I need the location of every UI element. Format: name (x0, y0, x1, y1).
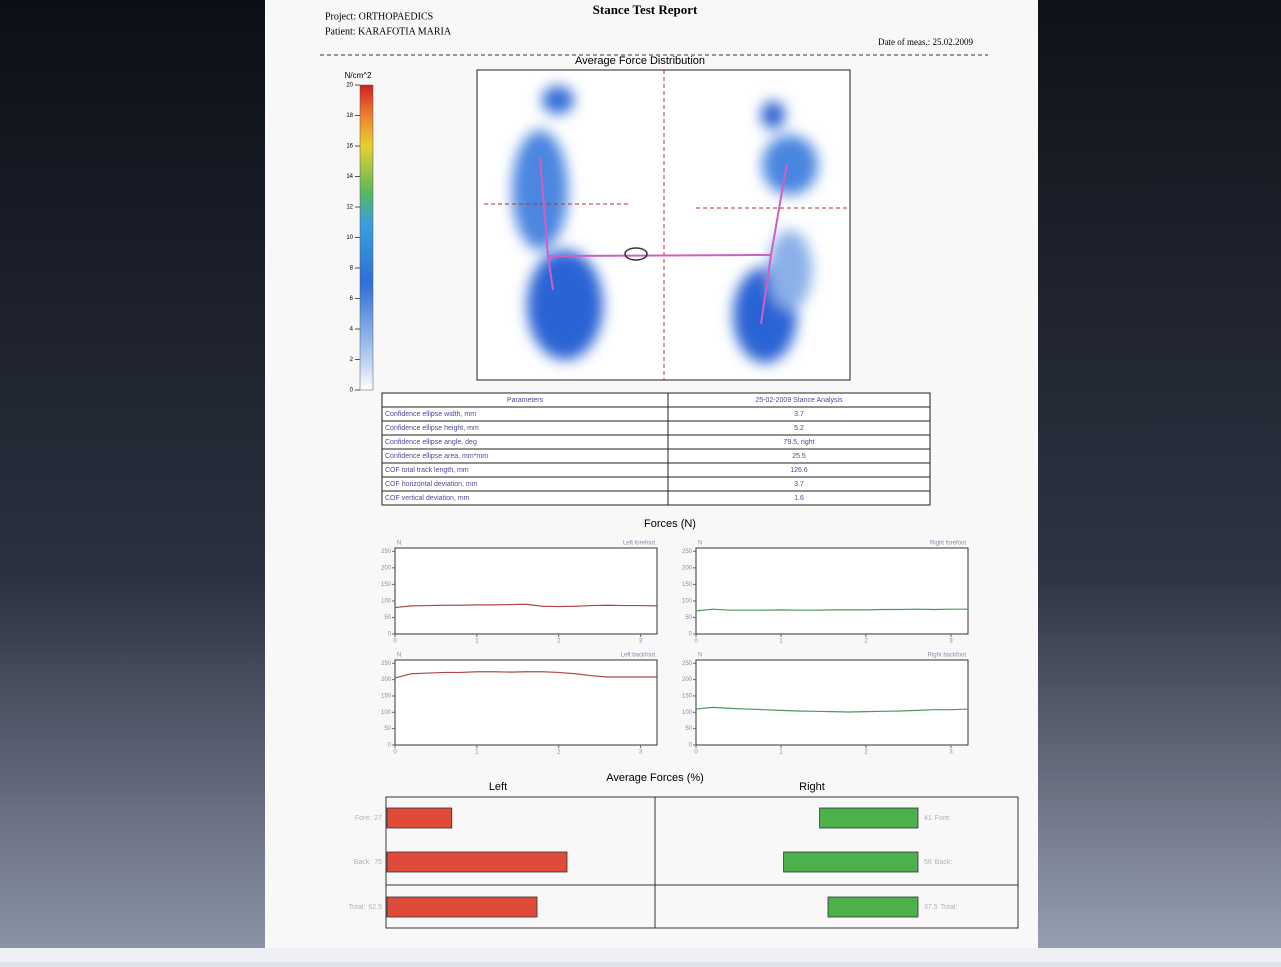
bar (387, 897, 537, 917)
table-header: 25-02-2009 Stance Analysis (755, 397, 843, 404)
y-tick-label: 50 (384, 615, 391, 621)
bar-label-part: Fore: (935, 815, 951, 822)
project: Project: ORTHOPAEDICS (325, 11, 433, 22)
y-tick-label: 50 (685, 726, 692, 732)
table-cell: 3.7 (794, 411, 804, 418)
y-tick-label: 100 (381, 599, 392, 605)
colorbar-tick-label: 16 (346, 144, 353, 150)
table-header: Parameters (507, 397, 544, 404)
y-tick-label: 50 (685, 615, 692, 621)
y-tick-label: 250 (381, 549, 392, 555)
bar-label-part: 41 (924, 815, 932, 822)
y-tick-label: 100 (682, 710, 693, 716)
chart-title: Left backfoot (621, 653, 656, 659)
colorbar-tick-label: 12 (346, 205, 353, 211)
patient: Patient: KARAFOTIA MARIA (325, 26, 452, 37)
table-cell: 79.5, right (783, 439, 814, 446)
table-cell: 1.6 (794, 495, 804, 502)
y-axis-label: N (397, 541, 401, 547)
bar-label-part: 37.5 (924, 904, 938, 911)
y-tick-label: 200 (381, 677, 392, 683)
colorbar (360, 85, 373, 390)
average-forces-title: Average Forces (%) (606, 772, 704, 784)
bar-label-part: Fore: (355, 815, 371, 822)
table-cell: Confidence ellipse height, mm (385, 425, 479, 432)
y-tick-label: 250 (682, 661, 693, 667)
y-tick-label: 50 (384, 726, 391, 732)
y-tick-label: 150 (381, 694, 392, 700)
report-title: Stance Test Report (593, 2, 698, 17)
table-cell: COF horizontal deviation, mm (385, 481, 478, 488)
y-tick-label: 200 (682, 677, 693, 683)
chart-frame (696, 548, 968, 634)
bar-label-part: Total: (349, 904, 366, 911)
bar (828, 897, 918, 917)
bar-label: Fore:27 (355, 815, 382, 822)
colorbar-tick-label: 18 (346, 113, 353, 119)
page: Project: ORTHOPAEDICS Patient: KARAFOTIA… (0, 0, 1281, 962)
bar (820, 808, 918, 828)
table-cell: 126.6 (790, 467, 808, 474)
table-cell: COF vertical deviation, mm (385, 495, 470, 502)
bottom-strip (0, 948, 1281, 962)
bar (387, 808, 452, 828)
bar-label-part: Back: (935, 859, 953, 866)
bar-label: Back:75 (354, 859, 382, 866)
right-backdrop (1038, 0, 1281, 962)
chart-title: Right backfoot (928, 653, 967, 659)
bar-label-part: 62.5 (368, 904, 382, 911)
table-cell: 25.5 (792, 453, 806, 460)
y-tick-label: 150 (381, 582, 392, 588)
bar-label-part: 75 (374, 859, 382, 866)
chart-title: Left forefoot (623, 541, 655, 547)
table-cell: 3.7 (794, 481, 804, 488)
table-cell: Confidence ellipse angle, deg (385, 439, 477, 446)
y-tick-label: 250 (682, 549, 693, 555)
screen: Project: ORTHOPAEDICS Patient: KARAFOTIA… (0, 0, 1281, 962)
y-axis-label: N (698, 541, 702, 547)
bar-label-part: 27 (374, 815, 382, 822)
chart-title: Right forefoot (930, 541, 966, 547)
chart-frame (696, 660, 968, 745)
y-axis-label: N (397, 653, 401, 659)
table-cell: 5.2 (794, 425, 804, 432)
y-tick-label: 100 (682, 599, 693, 605)
y-tick-label: 200 (682, 565, 693, 571)
bar (387, 852, 567, 872)
colorbar-tick-label: 14 (346, 174, 353, 180)
right-header: Right (799, 781, 825, 793)
heatmap-title: Average Force Distribution (575, 55, 705, 67)
table-cell: COF total track length, mm (385, 467, 469, 474)
bar (784, 852, 918, 872)
forces-title: Forces (N) (644, 518, 696, 530)
chart-frame (395, 548, 657, 634)
colorbar-tick-label: 20 (346, 83, 353, 89)
y-tick-label: 200 (381, 565, 392, 571)
colorbar-unit: N/cm^2 (345, 71, 372, 80)
y-tick-label: 150 (682, 582, 693, 588)
colorbar-tick-label: 10 (346, 235, 353, 241)
y-tick-label: 150 (682, 694, 693, 700)
bar-label-part: 56 (924, 859, 932, 866)
bar-label-part: Total: (941, 904, 958, 911)
y-axis-label: N (698, 653, 702, 659)
parameters-table: Parameters 25-02-2009 Stance Analysis Conf… (382, 393, 930, 505)
table-cell: Confidence ellipse area, mm*mm (385, 453, 488, 460)
y-tick-label: 100 (381, 710, 392, 716)
left-header: Left (489, 781, 507, 793)
table-cell: Confidence ellipse width, mm (385, 411, 476, 418)
bar-label-part: Back: (354, 859, 372, 866)
bar-label: Total:62.5 (349, 904, 382, 911)
date: Date of meas.: 25.02.2009 (878, 37, 973, 47)
y-tick-label: 250 (381, 661, 392, 667)
left-backdrop (0, 0, 265, 962)
